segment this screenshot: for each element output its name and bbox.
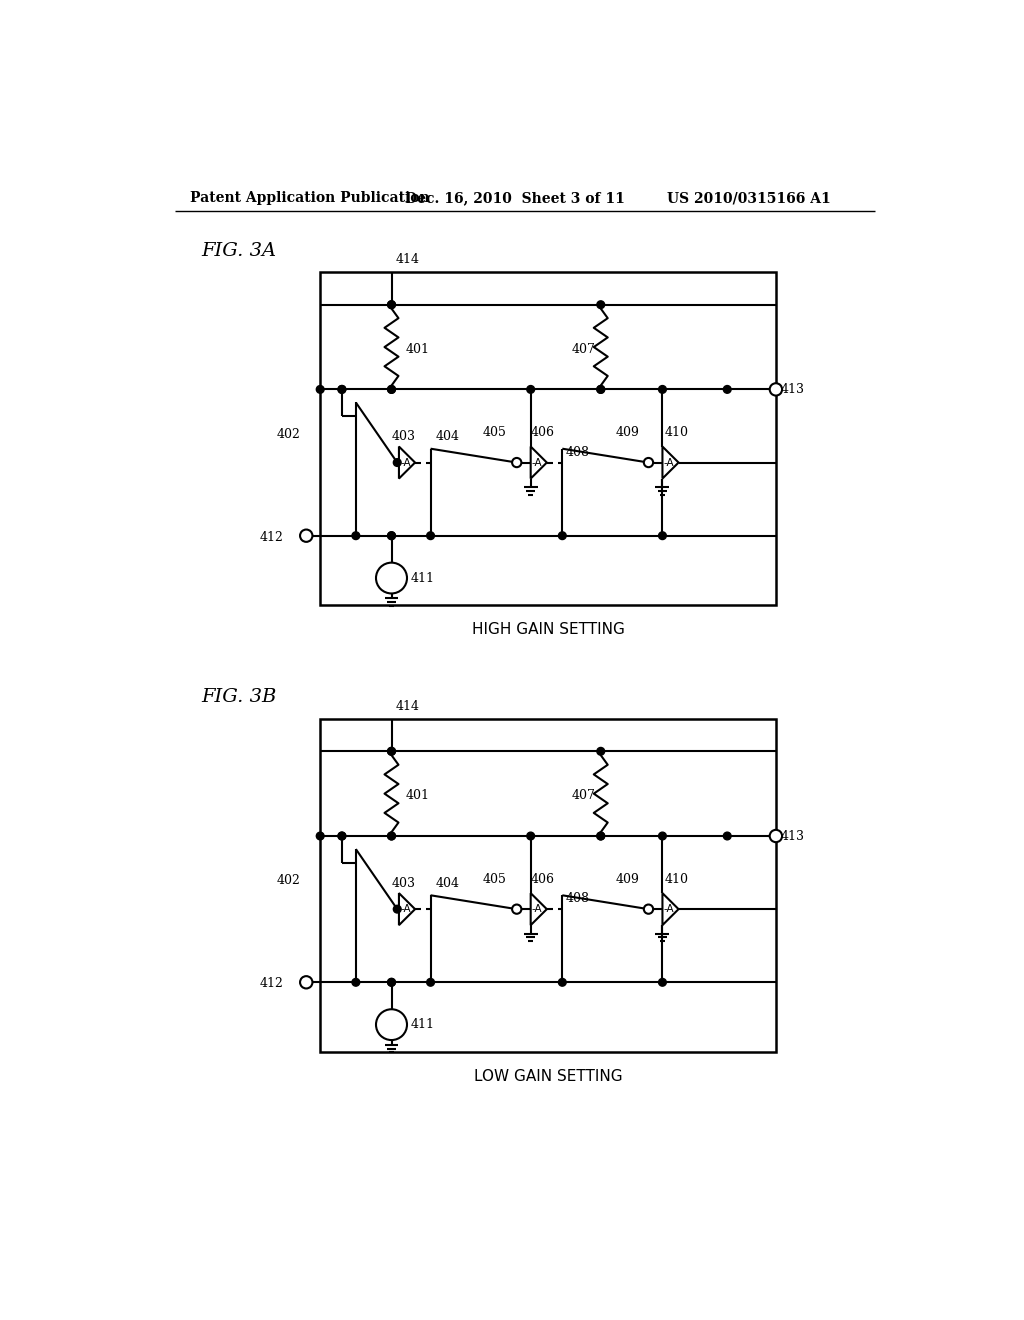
Circle shape [658, 532, 667, 540]
Circle shape [597, 301, 604, 309]
Text: 406: 406 [530, 426, 554, 440]
Text: 410: 410 [665, 873, 688, 886]
Text: 414: 414 [395, 253, 420, 267]
Text: 407: 407 [571, 789, 595, 803]
Text: LOW GAIN SETTING: LOW GAIN SETTING [474, 1069, 623, 1084]
Text: 405: 405 [482, 873, 506, 886]
Circle shape [300, 529, 312, 543]
Text: 405: 405 [482, 426, 506, 440]
Text: 414: 414 [395, 700, 420, 713]
Text: -A: -A [531, 904, 543, 915]
Circle shape [316, 385, 324, 393]
Bar [321, 272, 776, 605]
Circle shape [338, 385, 346, 393]
Circle shape [526, 385, 535, 393]
Circle shape [388, 532, 395, 540]
Text: 401: 401 [406, 343, 429, 356]
Bar [321, 719, 776, 1052]
Circle shape [316, 832, 324, 840]
Circle shape [658, 385, 667, 393]
Text: -A: -A [531, 458, 543, 467]
Text: 406: 406 [530, 873, 554, 886]
Text: FIG. 3A: FIG. 3A [202, 242, 276, 260]
Circle shape [770, 383, 782, 396]
Circle shape [597, 832, 604, 840]
Text: -A: -A [400, 904, 411, 915]
Circle shape [512, 904, 521, 913]
Polygon shape [530, 894, 547, 925]
Text: 402: 402 [276, 874, 300, 887]
Circle shape [558, 978, 566, 986]
Text: 408: 408 [566, 892, 590, 906]
Circle shape [597, 747, 604, 755]
Polygon shape [399, 894, 415, 925]
Circle shape [658, 832, 667, 840]
Text: 411: 411 [411, 572, 435, 585]
Circle shape [388, 832, 395, 840]
Circle shape [388, 301, 395, 309]
Circle shape [558, 532, 566, 540]
Circle shape [427, 978, 434, 986]
Text: 403: 403 [391, 876, 415, 890]
Text: FIG. 3B: FIG. 3B [202, 689, 278, 706]
Text: 403: 403 [391, 430, 415, 444]
Text: 409: 409 [615, 873, 640, 886]
Text: 412: 412 [259, 977, 283, 990]
Circle shape [393, 458, 401, 466]
Text: HIGH GAIN SETTING: HIGH GAIN SETTING [472, 622, 625, 638]
Circle shape [376, 1010, 407, 1040]
Text: 413: 413 [780, 829, 805, 842]
Text: 409: 409 [615, 426, 640, 440]
Polygon shape [663, 446, 679, 479]
Text: 412: 412 [259, 531, 283, 544]
Circle shape [427, 532, 434, 540]
Text: 413: 413 [780, 383, 805, 396]
Circle shape [388, 978, 395, 986]
Polygon shape [399, 446, 415, 479]
Circle shape [388, 832, 395, 840]
Text: -A: -A [664, 904, 674, 915]
Circle shape [388, 301, 395, 309]
Text: Dec. 16, 2010  Sheet 3 of 11: Dec. 16, 2010 Sheet 3 of 11 [406, 191, 626, 206]
Text: -A: -A [664, 458, 674, 467]
Circle shape [393, 906, 401, 913]
Circle shape [388, 978, 395, 986]
Text: 402: 402 [276, 428, 300, 441]
Circle shape [338, 832, 346, 840]
Circle shape [338, 385, 346, 393]
Text: 404: 404 [435, 876, 460, 890]
Circle shape [597, 385, 604, 393]
Circle shape [644, 904, 653, 913]
Circle shape [300, 975, 312, 989]
Circle shape [388, 747, 395, 755]
Polygon shape [663, 894, 679, 925]
Circle shape [597, 385, 604, 393]
Circle shape [388, 532, 395, 540]
Circle shape [723, 832, 731, 840]
Text: 408: 408 [566, 446, 590, 459]
Circle shape [352, 532, 359, 540]
Circle shape [597, 832, 604, 840]
Text: US 2010/0315166 A1: US 2010/0315166 A1 [667, 191, 830, 206]
Text: 407: 407 [571, 343, 595, 356]
Circle shape [770, 830, 782, 842]
Polygon shape [530, 446, 547, 479]
Circle shape [388, 385, 395, 393]
Circle shape [512, 458, 521, 467]
Circle shape [352, 978, 359, 986]
Text: 410: 410 [665, 426, 688, 440]
Circle shape [388, 385, 395, 393]
Text: 404: 404 [435, 430, 460, 444]
Circle shape [376, 562, 407, 594]
Circle shape [658, 978, 667, 986]
Circle shape [644, 458, 653, 467]
Text: 411: 411 [411, 1018, 435, 1031]
Text: Patent Application Publication: Patent Application Publication [190, 191, 430, 206]
Text: -A: -A [400, 458, 411, 467]
Text: 401: 401 [406, 789, 429, 803]
Circle shape [723, 385, 731, 393]
Circle shape [338, 832, 346, 840]
Circle shape [526, 832, 535, 840]
Circle shape [388, 747, 395, 755]
